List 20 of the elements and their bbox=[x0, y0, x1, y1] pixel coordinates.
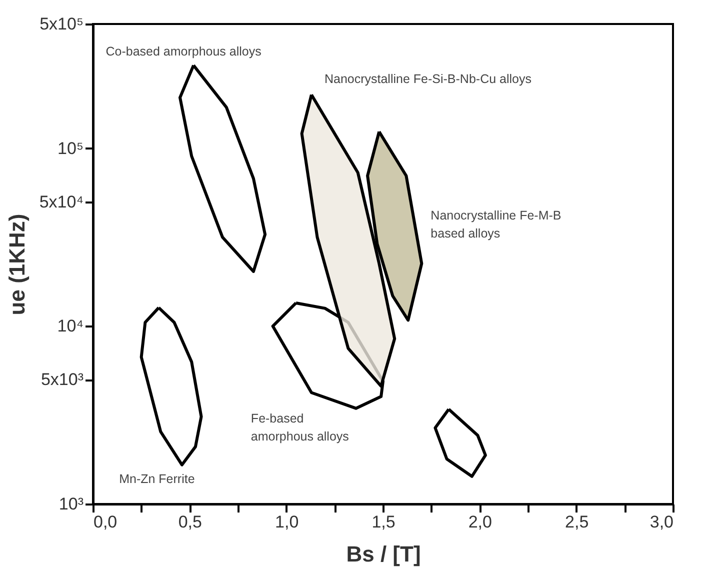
series-label: Nanocrystalline Fe-M-B based alloys bbox=[430, 208, 562, 241]
y-tick-label: 5x10⁵ bbox=[40, 14, 84, 34]
series-label: Nanocrystalline Fe-Si-B-Nb-Cu alloys bbox=[324, 72, 532, 86]
y-tick-label: 10⁴ bbox=[57, 316, 84, 336]
y-tick-label: 10³ bbox=[58, 494, 84, 514]
x-tick-label: 2,0 bbox=[468, 512, 492, 532]
y-axis-title: ue (1KHz) bbox=[4, 214, 30, 316]
y-tick-label: 5x10³ bbox=[40, 370, 84, 390]
x-tick-label: 1,5 bbox=[372, 512, 396, 532]
series-label: Fe-based amorphous alloys bbox=[250, 411, 349, 444]
y-tick-label: 5x10⁴ bbox=[39, 192, 84, 212]
series-label: Mn-Zn Ferrite bbox=[119, 472, 195, 486]
series-label: Co-based amorphous alloys bbox=[106, 44, 262, 58]
x-tick-label: 0,5 bbox=[178, 512, 202, 532]
x-tick-label: 2,5 bbox=[565, 512, 589, 532]
y-tick-label: 10⁵ bbox=[58, 138, 84, 158]
x-tick-label: 1,0 bbox=[275, 512, 299, 532]
x-tick-label: 3,0 bbox=[650, 512, 674, 532]
x-axis-title: Bs / [T] bbox=[346, 542, 421, 566]
x-tick-label: 0,0 bbox=[94, 512, 118, 532]
